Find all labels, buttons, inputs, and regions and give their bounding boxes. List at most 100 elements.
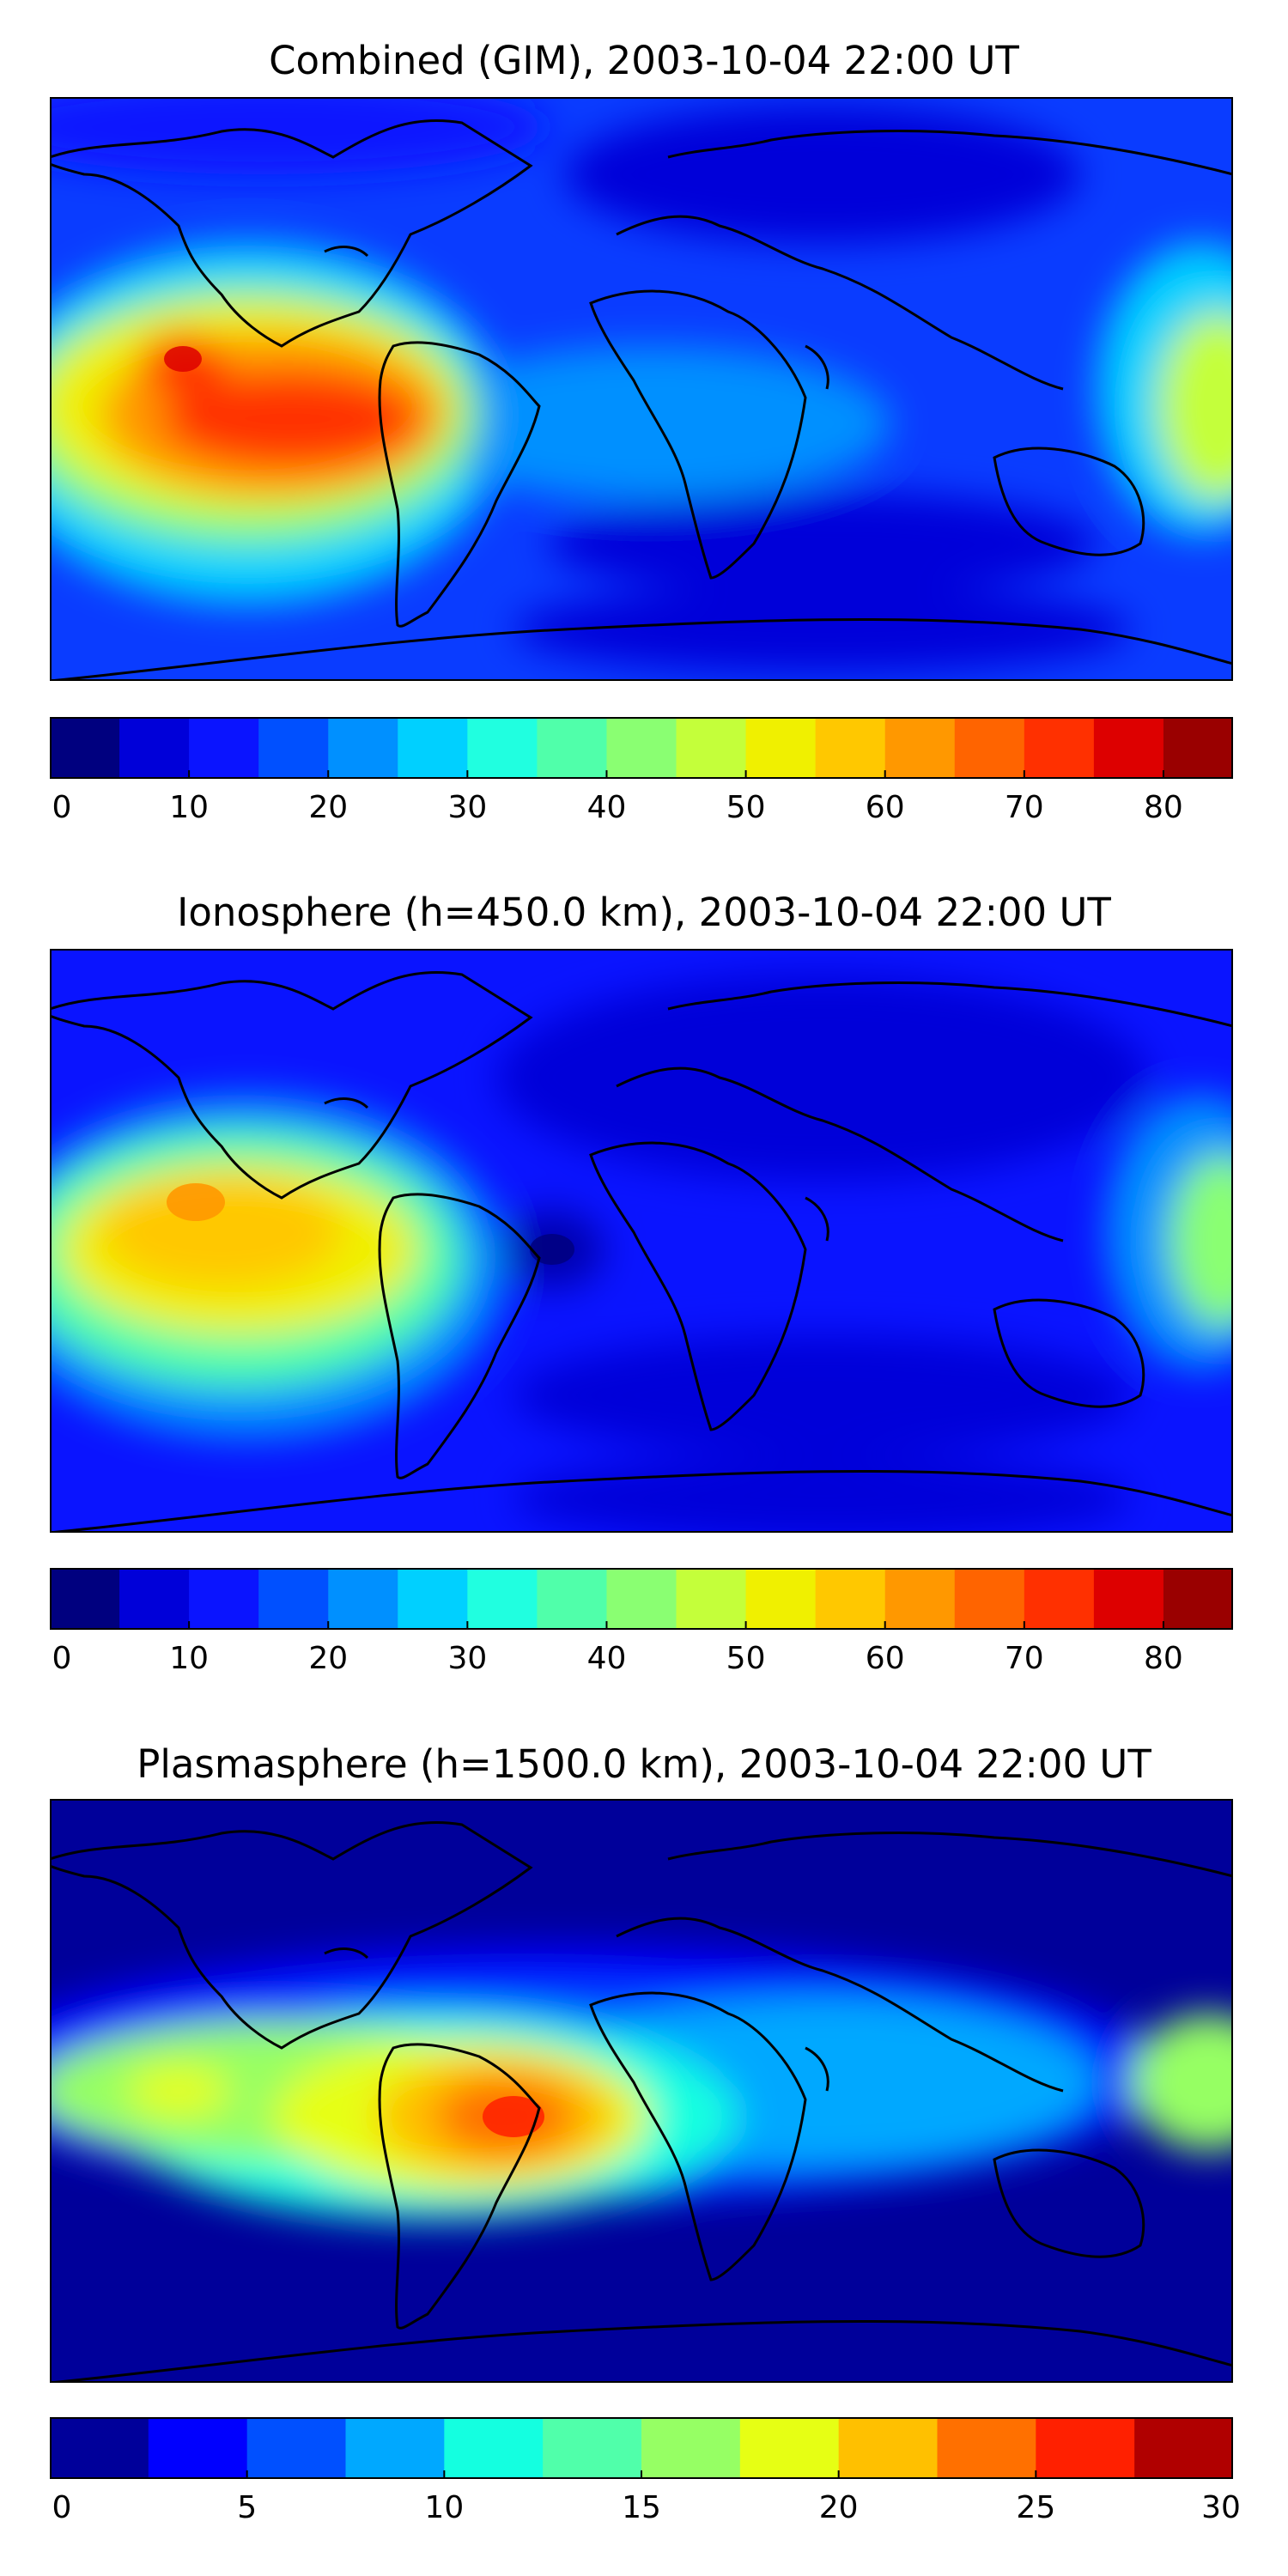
colorbar-segment [50,2417,149,2479]
colorbar-tick-label: 25 [1016,2490,1056,2525]
colorbar-segment [148,2417,248,2479]
colorbar-segment [50,1568,120,1630]
colorbar-segment [606,717,677,779]
colorbar-segment [398,1568,468,1630]
colorbar-tick-label: 30 [447,790,488,825]
colorbar-1 [50,717,1233,779]
colorbar-tick-label: 20 [308,1641,349,1676]
colorbar-tick-label: 50 [726,1641,766,1676]
colorbar-segment [467,717,538,779]
map-border-1 [50,97,1233,681]
colorbar-segment [398,717,468,779]
colorbar-tick-label: 0 [52,2490,72,2525]
colorbar-segment [1093,1568,1164,1630]
colorbar-segment [328,1568,398,1630]
peak-marker-1 [164,346,202,372]
colorbar-segment [815,717,886,779]
chart-title-3: Plasmasphere (h=1500.0 km), 2003-10-04 2… [137,1741,1151,1787]
colorbar-segment [246,2417,347,2479]
colorbar-segment [328,717,398,779]
colorbar-segment [1024,1568,1095,1630]
colorbar-tick-label: 5 [237,2490,258,2525]
colorbar-tick-label: 40 [586,790,627,825]
colorbar-segment [119,1568,190,1630]
colorbar-segment [543,2417,642,2479]
colorbar-segment [676,717,747,779]
colorbar-2 [50,1568,1233,1630]
colorbar-segment [345,2417,445,2479]
colorbar-tick-label: 10 [169,1641,210,1676]
colorbar-segment [1134,2417,1233,2479]
map-svg-1 [50,97,1233,681]
colorbar-tick-label: 60 [865,1641,905,1676]
colorbar-tick-label: 70 [1004,790,1044,825]
colorbar-3 [50,2417,1233,2479]
peak-marker-2 [167,1183,225,1221]
colorbar-svg-2 [50,1568,1233,1630]
low-marker-2 [530,1234,574,1265]
colorbar-segment [954,717,1025,779]
colorbar-tick-label: 0 [52,790,72,825]
colorbar-segment [884,1568,956,1630]
colorbar-tick-label: 30 [447,1641,488,1676]
colorbar-tick-label: 80 [1144,790,1183,825]
colorbar-tick-label: 15 [622,2490,661,2525]
colorbar-tick-label: 0 [52,1641,72,1676]
colorbar-segment [815,1568,886,1630]
colorbar-tick-label: 80 [1144,1641,1183,1676]
peak-marker-3 [483,2096,544,2137]
coastlines-1 [50,118,1233,681]
colorbar-segment [745,717,817,779]
colorbar-segment [606,1568,677,1630]
colorbar-segment [641,2417,741,2479]
map-border-2 [50,949,1233,1533]
colorbar-segment [467,1568,538,1630]
colorbar-segment [1093,717,1164,779]
colorbar-tick-label: 20 [818,2490,859,2525]
colorbar-segment [537,1568,608,1630]
colorbar-segment [444,2417,544,2479]
colorbar-segment [954,1568,1025,1630]
map-panel-2 [50,949,1233,1533]
colorbar-border [50,1568,1233,1630]
colorbar-segment [838,2417,939,2479]
colorbar-tick-label: 10 [424,2490,465,2525]
chart-title-1: Combined (GIM), 2003-10-04 22:00 UT [269,38,1019,83]
contour-field-1 [50,97,1233,672]
colorbar-border [50,717,1233,779]
colorbar-segment [1163,1568,1233,1630]
map-border-3 [50,1799,1233,2383]
colorbar-segment [258,717,329,779]
colorbar-tick-label: 40 [586,1641,627,1676]
map-svg-3 [50,1799,1233,2383]
chart-title-2: Ionosphere (h=450.0 km), 2003-10-04 22:0… [177,890,1111,935]
coastlines-2 [50,970,1233,1533]
contour-field-2 [50,975,1233,1533]
colorbar-segment [1036,2417,1135,2479]
map-panel-3 [50,1799,1233,2383]
colorbar-segment [739,2417,840,2479]
colorbar-segment [1163,717,1233,779]
colorbar-segment [258,1568,329,1630]
colorbar-svg-3 [50,2417,1233,2479]
colorbar-segment [119,717,190,779]
colorbar-tick-label: 70 [1004,1641,1044,1676]
colorbar-tick-label: 10 [169,790,210,825]
colorbar-segment [189,1568,259,1630]
colorbar-segment [537,717,608,779]
map-panel-1 [50,97,1233,681]
colorbar-tick-label: 60 [865,790,905,825]
colorbar-segment [676,1568,747,1630]
colorbar-segment [937,2417,1036,2479]
colorbar-segment [745,1568,817,1630]
colorbar-tick-label: 20 [308,790,349,825]
colorbar-segment [884,717,956,779]
colorbar-segment [1024,717,1095,779]
colorbar-tick-label: 50 [726,790,766,825]
coastlines-3 [50,1820,1233,2383]
colorbar-segment [189,717,259,779]
colorbar-svg-1 [50,717,1233,779]
colorbar-segment [50,717,120,779]
colorbar-tick-label: 30 [1201,2490,1241,2525]
map-svg-2 [50,949,1233,1533]
